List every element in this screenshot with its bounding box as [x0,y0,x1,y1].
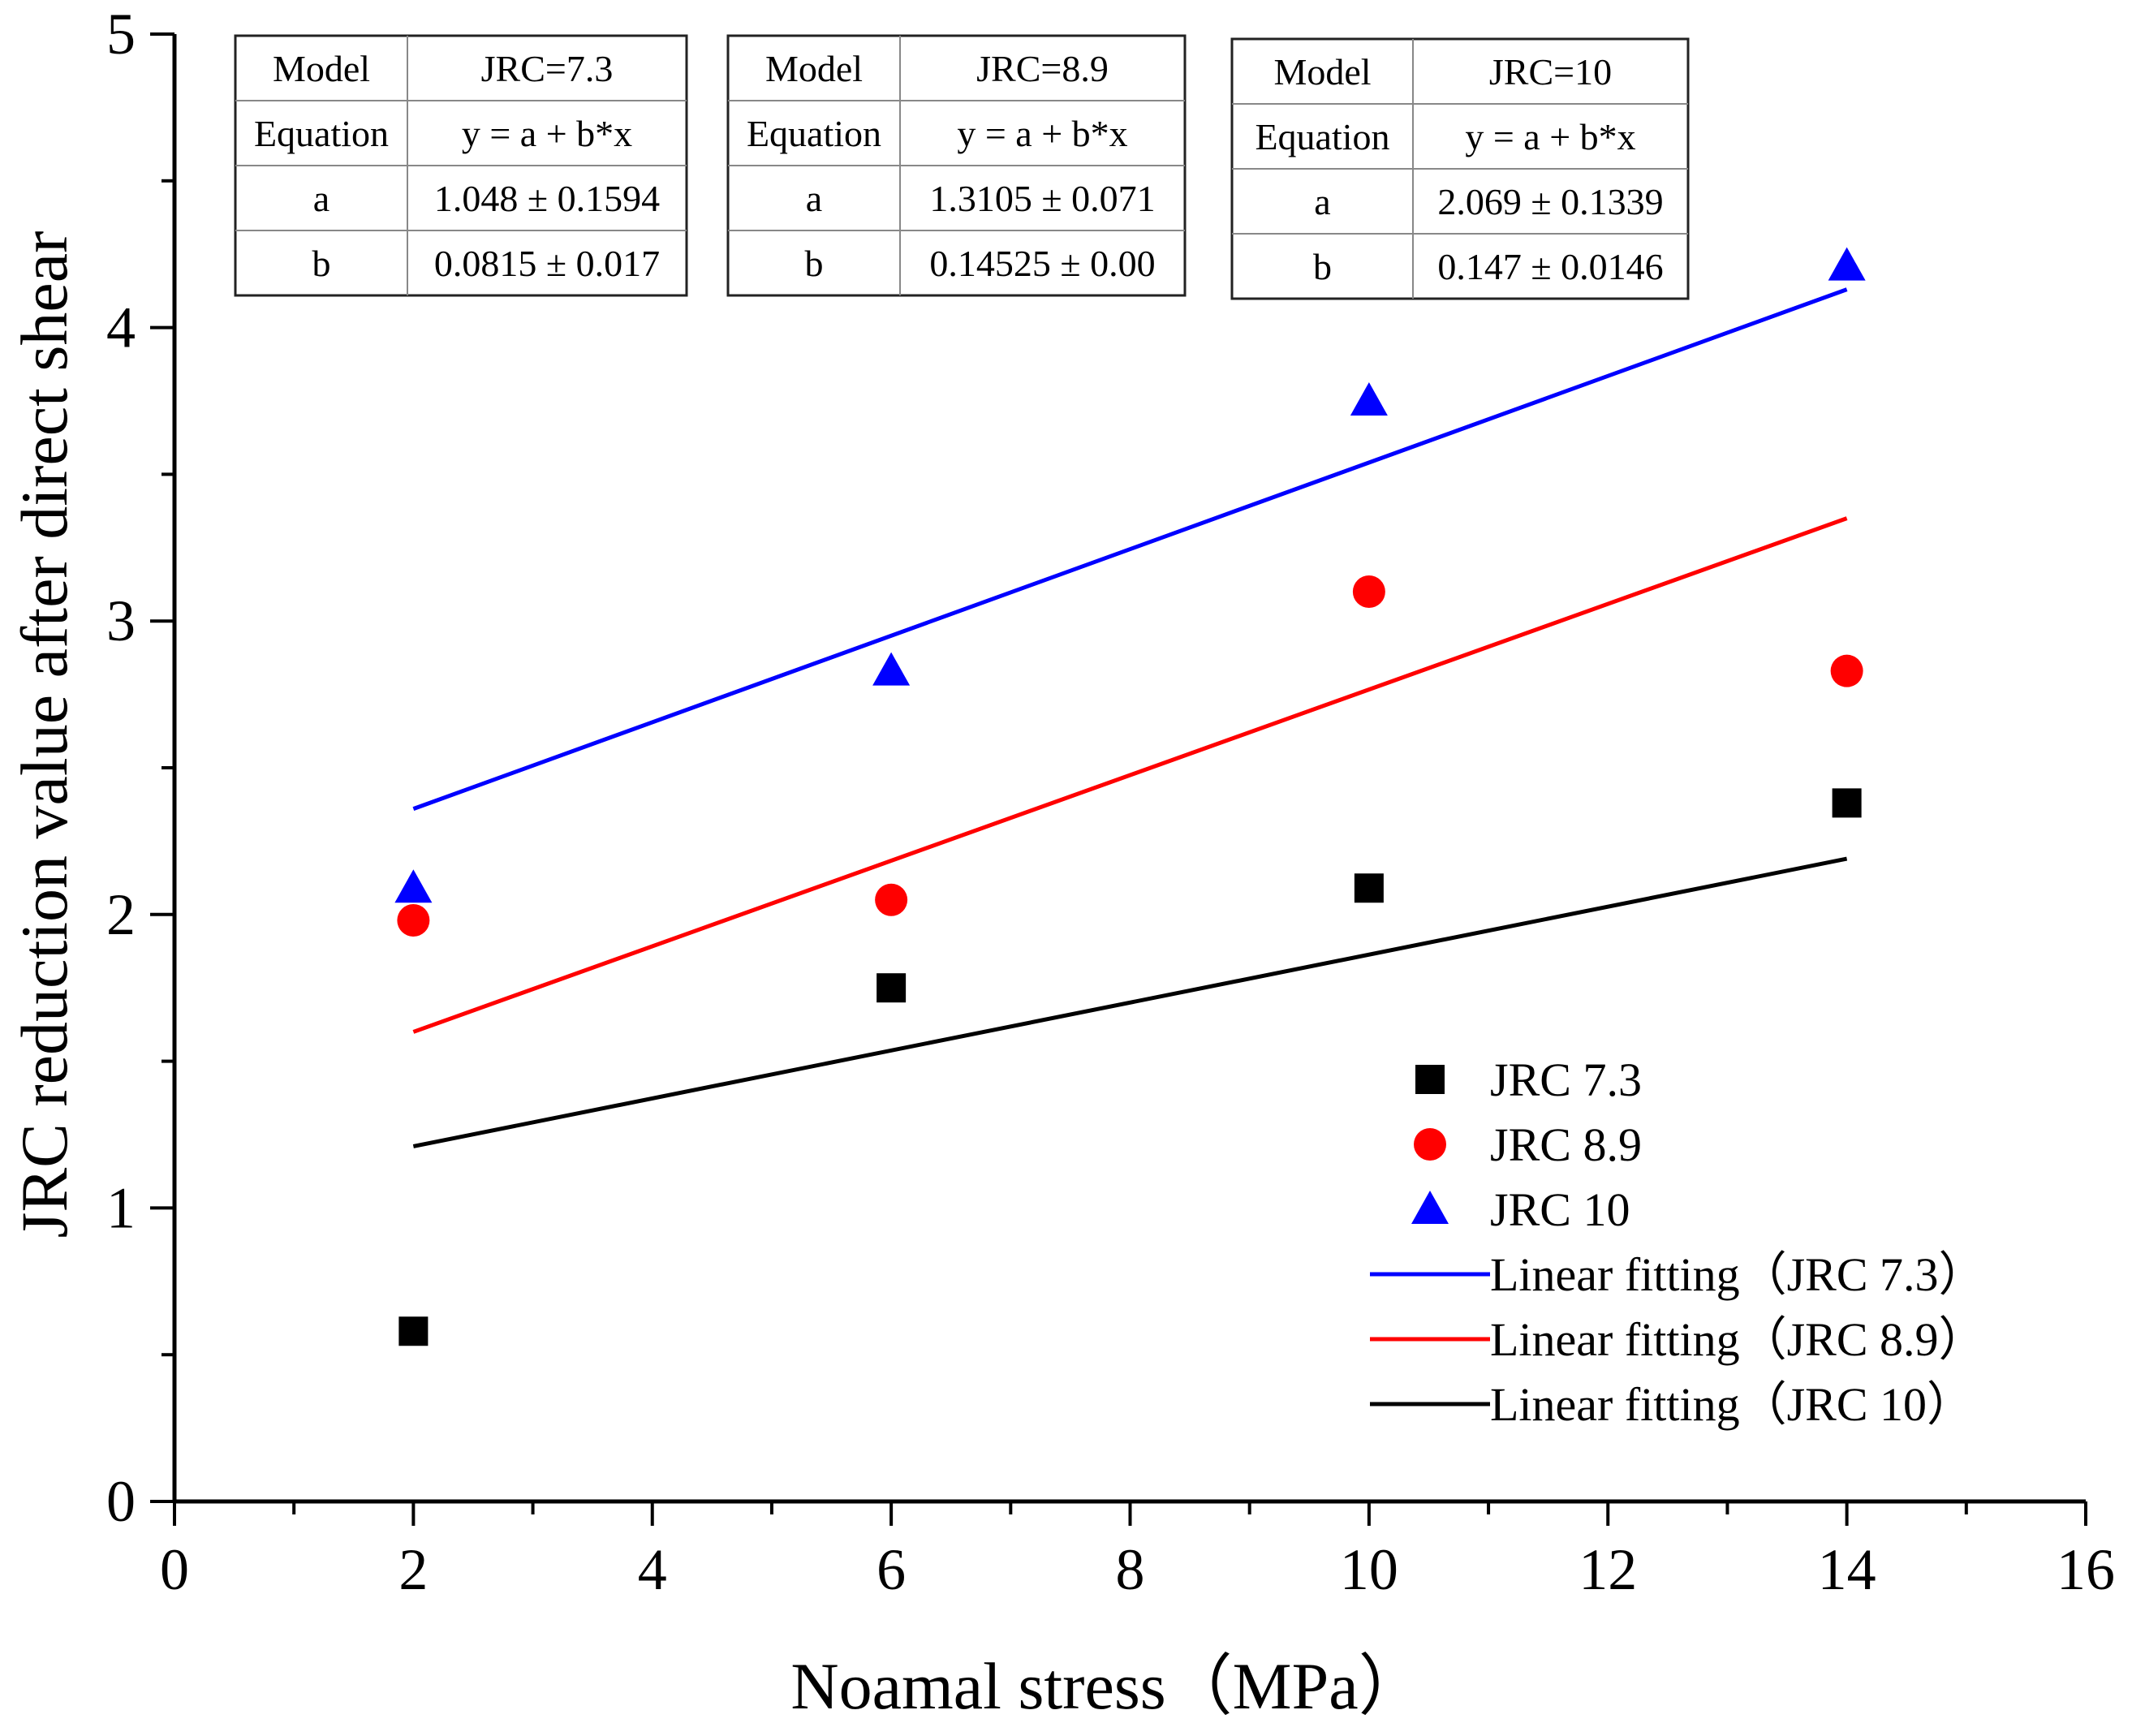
x-tick-label: 12 [1579,1537,1637,1602]
legend-marker [1411,1191,1449,1224]
fit-lines [412,287,1848,1148]
fit-table-cell: b [805,243,824,284]
y-tick-label: 0 [106,1469,136,1534]
y-tick-label: 2 [106,882,136,947]
fit-table-cell: JRC=7.3 [481,48,614,89]
y-tick-label: 3 [106,588,136,653]
data-point [872,652,911,686]
legend-label: JRC 7.3 [1490,1053,1642,1106]
data-point [1352,575,1385,609]
data-point [1832,788,1862,818]
fit-table-cell: a [1314,181,1330,222]
fit-table-cell: a [806,178,822,219]
fit-table-cell: Model [1273,51,1371,93]
fit-table-cell: Equation [747,113,881,154]
legend-label: Linear fitting（JRC 7.3） [1490,1248,1986,1301]
x-tick-label: 8 [1116,1537,1145,1602]
data-point [1350,382,1388,416]
fit-table-cell: 2.069 ± 0.1339 [1437,181,1663,222]
fit-table-cell: Model [765,48,863,89]
fit-table-cell: a [313,178,329,219]
fit-line [412,516,1848,1034]
legend-label: Linear fitting（JRC 8.9） [1490,1313,1986,1366]
fit-table-cell: Equation [254,113,389,154]
legend-marker [1414,1128,1446,1161]
data-point [875,883,908,916]
fit-tables: Model JRC=7.3 Equation y = a + b*x a 1.048 ± … [234,34,1690,300]
fit-table-cell: y = a + b*x [957,113,1127,154]
x-tick-label: 4 [638,1537,667,1602]
y-tick-label: 4 [106,295,136,360]
legend-label: JRC 8.9 [1490,1118,1642,1171]
fit-table-cell: Equation [1255,116,1389,157]
fit-table-cell: Model [273,48,370,89]
legend: JRC 7.3 JRC 8.9 JRC 10 Linear fitting（JRC 7… [1370,1053,1986,1431]
fit-table-cell: y = a + b*x [1465,116,1635,157]
fit-line [412,287,1848,811]
legend-marker [1415,1065,1445,1094]
x-tick-label: 14 [1818,1537,1876,1602]
fit-table-cell: 0.14525 ± 0.00 [929,243,1155,284]
fit-table-cell: 1.048 ± 0.1594 [434,178,660,219]
fit-table-cell: b [312,243,331,284]
y-tick-label: 1 [106,1175,136,1240]
fit-table-cell: b [1313,246,1332,287]
data-point [876,973,907,1003]
fit-line [412,856,1848,1148]
x-tick-label: 10 [1340,1537,1398,1602]
x-tick-label: 16 [2057,1537,2115,1602]
y-tick-label: 5 [106,2,136,67]
x-tick-label: 6 [876,1537,906,1602]
data-point [1830,654,1863,687]
data-points [394,247,1866,1346]
fit-table-cell: 1.3105 ± 0.071 [929,178,1155,219]
data-point [1354,873,1384,903]
x-tick-label: 2 [398,1537,428,1602]
data-point [1828,247,1866,281]
data-point [398,1316,429,1346]
fit-table-cell: 0.0815 ± 0.017 [434,243,660,284]
legend-label: JRC 10 [1490,1183,1630,1236]
fit-table-cell: 0.147 ± 0.0146 [1437,246,1663,287]
fit-table-cell: JRC=10 [1489,51,1612,93]
data-point [397,904,430,937]
x-axis-title: Noamal stress（MPa） [790,1649,1424,1723]
x-tick-label: 0 [160,1537,189,1602]
legend-label: Linear fitting（JRC 10） [1490,1378,1974,1431]
data-point [394,869,433,903]
y-axis-title: JRC reduction value after direct shear [7,231,81,1238]
fit-table-cell: y = a + b*x [462,113,632,154]
fit-table-cell: JRC=8.9 [976,48,1109,89]
